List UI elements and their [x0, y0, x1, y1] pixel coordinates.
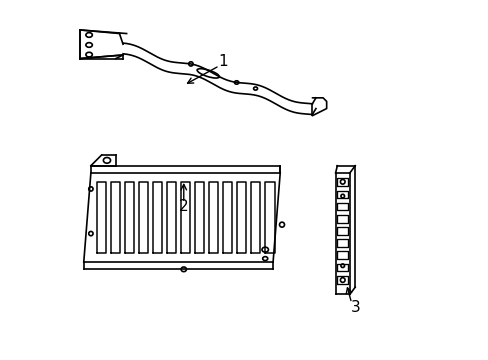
Text: 3: 3 — [349, 300, 359, 315]
Text: 1: 1 — [218, 54, 227, 68]
Text: 2: 2 — [179, 199, 188, 214]
